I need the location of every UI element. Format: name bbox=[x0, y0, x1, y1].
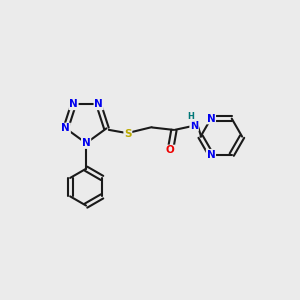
Text: N: N bbox=[69, 100, 78, 110]
Text: N: N bbox=[207, 114, 215, 124]
Text: N: N bbox=[61, 123, 70, 134]
Text: N: N bbox=[190, 121, 198, 131]
Text: H: H bbox=[187, 112, 194, 121]
Text: O: O bbox=[166, 146, 175, 155]
Text: N: N bbox=[207, 150, 215, 160]
Text: S: S bbox=[124, 129, 132, 139]
Text: N: N bbox=[94, 100, 103, 110]
Text: N: N bbox=[82, 138, 91, 148]
